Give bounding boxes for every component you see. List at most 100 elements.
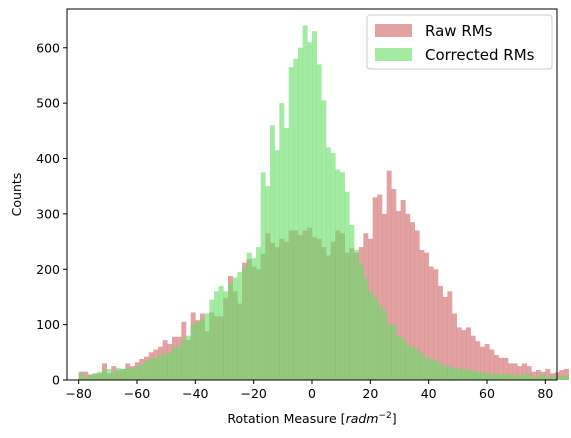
corrected-rms-bar bbox=[242, 266, 247, 380]
raw-rms-bar bbox=[438, 285, 443, 380]
raw-rms-bar bbox=[456, 327, 462, 380]
corrected-rms-bar bbox=[405, 345, 411, 380]
raw-rms-bar bbox=[424, 252, 429, 380]
raw-rms-bar bbox=[531, 371, 537, 380]
corrected-rms-bar bbox=[344, 191, 350, 380]
corrected-rms-bar bbox=[312, 31, 317, 381]
corrected-rms-bar bbox=[148, 357, 154, 380]
corrected-rms-bar bbox=[466, 370, 471, 380]
raw-rms-bar bbox=[377, 194, 383, 380]
raw-rms-bar bbox=[83, 371, 89, 380]
corrected-rms-bar bbox=[512, 375, 518, 380]
raw-rms-bar bbox=[470, 335, 476, 380]
corrected-rms-bar bbox=[400, 338, 406, 380]
corrected-rms-bar bbox=[428, 358, 434, 380]
legend-swatch-corrected bbox=[375, 48, 412, 61]
corrected-rms-bar bbox=[260, 172, 266, 380]
corrected-rms-bar bbox=[531, 377, 537, 380]
corrected-rms-bar bbox=[545, 377, 551, 380]
y-axis-ticks: 0 100 200 300 400 500 600 bbox=[36, 40, 67, 388]
corrected-rms-bar bbox=[363, 277, 369, 380]
corrected-rms-bar bbox=[186, 335, 191, 380]
x-tick-label: −60 bbox=[124, 386, 150, 401]
x-tick-label: 40 bbox=[421, 386, 437, 401]
corrected-rms-bar bbox=[232, 277, 238, 380]
corrected-rms-bar bbox=[209, 299, 215, 380]
raw-rms-bar bbox=[503, 357, 509, 380]
raw-rms-bar bbox=[522, 363, 527, 380]
corrected-rms-bar bbox=[564, 375, 569, 380]
corrected-rms-bar bbox=[414, 349, 420, 380]
corrected-rms-bar bbox=[214, 291, 219, 380]
raw-rms-bar bbox=[564, 368, 569, 380]
corrected-rms-bar bbox=[508, 375, 513, 380]
corrected-rms-bar bbox=[335, 169, 341, 380]
raw-rms-bar bbox=[433, 269, 439, 380]
corrected-rms-bar bbox=[302, 25, 308, 381]
corrected-rms-bar bbox=[470, 370, 476, 380]
y-axis-label: Counts bbox=[9, 173, 24, 217]
corrected-rms-bar bbox=[452, 367, 457, 380]
corrected-rms-bar bbox=[251, 258, 257, 380]
corrected-rms-bar bbox=[368, 291, 373, 380]
raw-rms-bar bbox=[475, 341, 481, 380]
corrected-rms-bar bbox=[391, 324, 397, 380]
y-tick-label: 0 bbox=[52, 373, 60, 388]
corrected-rms-bar bbox=[480, 372, 485, 380]
raw-rms-bar bbox=[480, 346, 485, 380]
legend-swatch-raw bbox=[375, 24, 412, 37]
raw-rms-bar bbox=[382, 213, 387, 380]
y-tick-label: 200 bbox=[36, 262, 60, 277]
x-axis-label: Rotation Measure [radm−2] bbox=[227, 411, 396, 426]
raw-rms-bar bbox=[508, 363, 513, 380]
corrected-rms-bar bbox=[484, 373, 490, 380]
corrected-rms-bar bbox=[354, 249, 359, 380]
corrected-rms-bar bbox=[172, 346, 177, 380]
corrected-rms-bar bbox=[522, 373, 527, 380]
corrected-rms-bar bbox=[223, 291, 229, 380]
corrected-rms-bar bbox=[386, 324, 392, 380]
corrected-rms-bar bbox=[265, 186, 271, 380]
raw-rms-bar bbox=[386, 170, 392, 380]
corrected-rms-bar bbox=[456, 368, 462, 380]
corrected-rms-bar bbox=[410, 346, 415, 380]
corrected-rms-bar bbox=[433, 360, 439, 380]
corrected-rms-bar bbox=[559, 375, 565, 380]
corrected-rms-bar bbox=[382, 310, 387, 380]
corrected-rms-bar bbox=[494, 373, 499, 380]
corrected-rms-bar bbox=[284, 128, 289, 380]
corrected-rms-bar bbox=[536, 375, 541, 380]
corrected-rms-bar bbox=[447, 366, 453, 380]
corrected-rms-bar bbox=[438, 363, 443, 380]
raw-rms-bar bbox=[452, 313, 457, 380]
corrected-rms-bar bbox=[97, 371, 103, 380]
corrected-rms-bar bbox=[139, 364, 145, 380]
x-axis-label-prefix: Rotation Measure [ bbox=[227, 411, 345, 426]
corrected-rms-bar bbox=[102, 370, 107, 380]
corrected-rms-bar bbox=[78, 373, 84, 380]
raw-rms-bar bbox=[484, 344, 490, 380]
legend-box bbox=[366, 14, 553, 70]
x-tick-label: −40 bbox=[182, 386, 208, 401]
corrected-rms-bar bbox=[372, 296, 378, 380]
corrected-rms-bar bbox=[181, 338, 187, 380]
corrected-rms-bar bbox=[419, 353, 425, 380]
raw-rms-bar bbox=[442, 296, 448, 380]
raw-rms-bar bbox=[489, 349, 495, 380]
x-tick-label: 20 bbox=[362, 386, 378, 401]
corrected-rms-bar bbox=[204, 313, 210, 380]
corrected-rms-bar bbox=[442, 366, 448, 380]
y-tick-label: 300 bbox=[36, 206, 60, 221]
raw-rms-bar bbox=[419, 249, 425, 380]
corrected-rms-bar bbox=[190, 324, 196, 380]
corrected-rms-bar bbox=[326, 147, 331, 380]
corrected-rms-bar bbox=[503, 373, 509, 380]
corrected-rms-bar bbox=[144, 360, 149, 380]
raw-rms-bar bbox=[466, 327, 471, 380]
corrected-rms-bar bbox=[83, 377, 89, 380]
y-tick-label: 600 bbox=[36, 40, 60, 55]
corrected-rms-bar bbox=[358, 263, 364, 380]
raw-rms-bar bbox=[447, 291, 453, 380]
corrected-rms-bar bbox=[498, 374, 504, 380]
